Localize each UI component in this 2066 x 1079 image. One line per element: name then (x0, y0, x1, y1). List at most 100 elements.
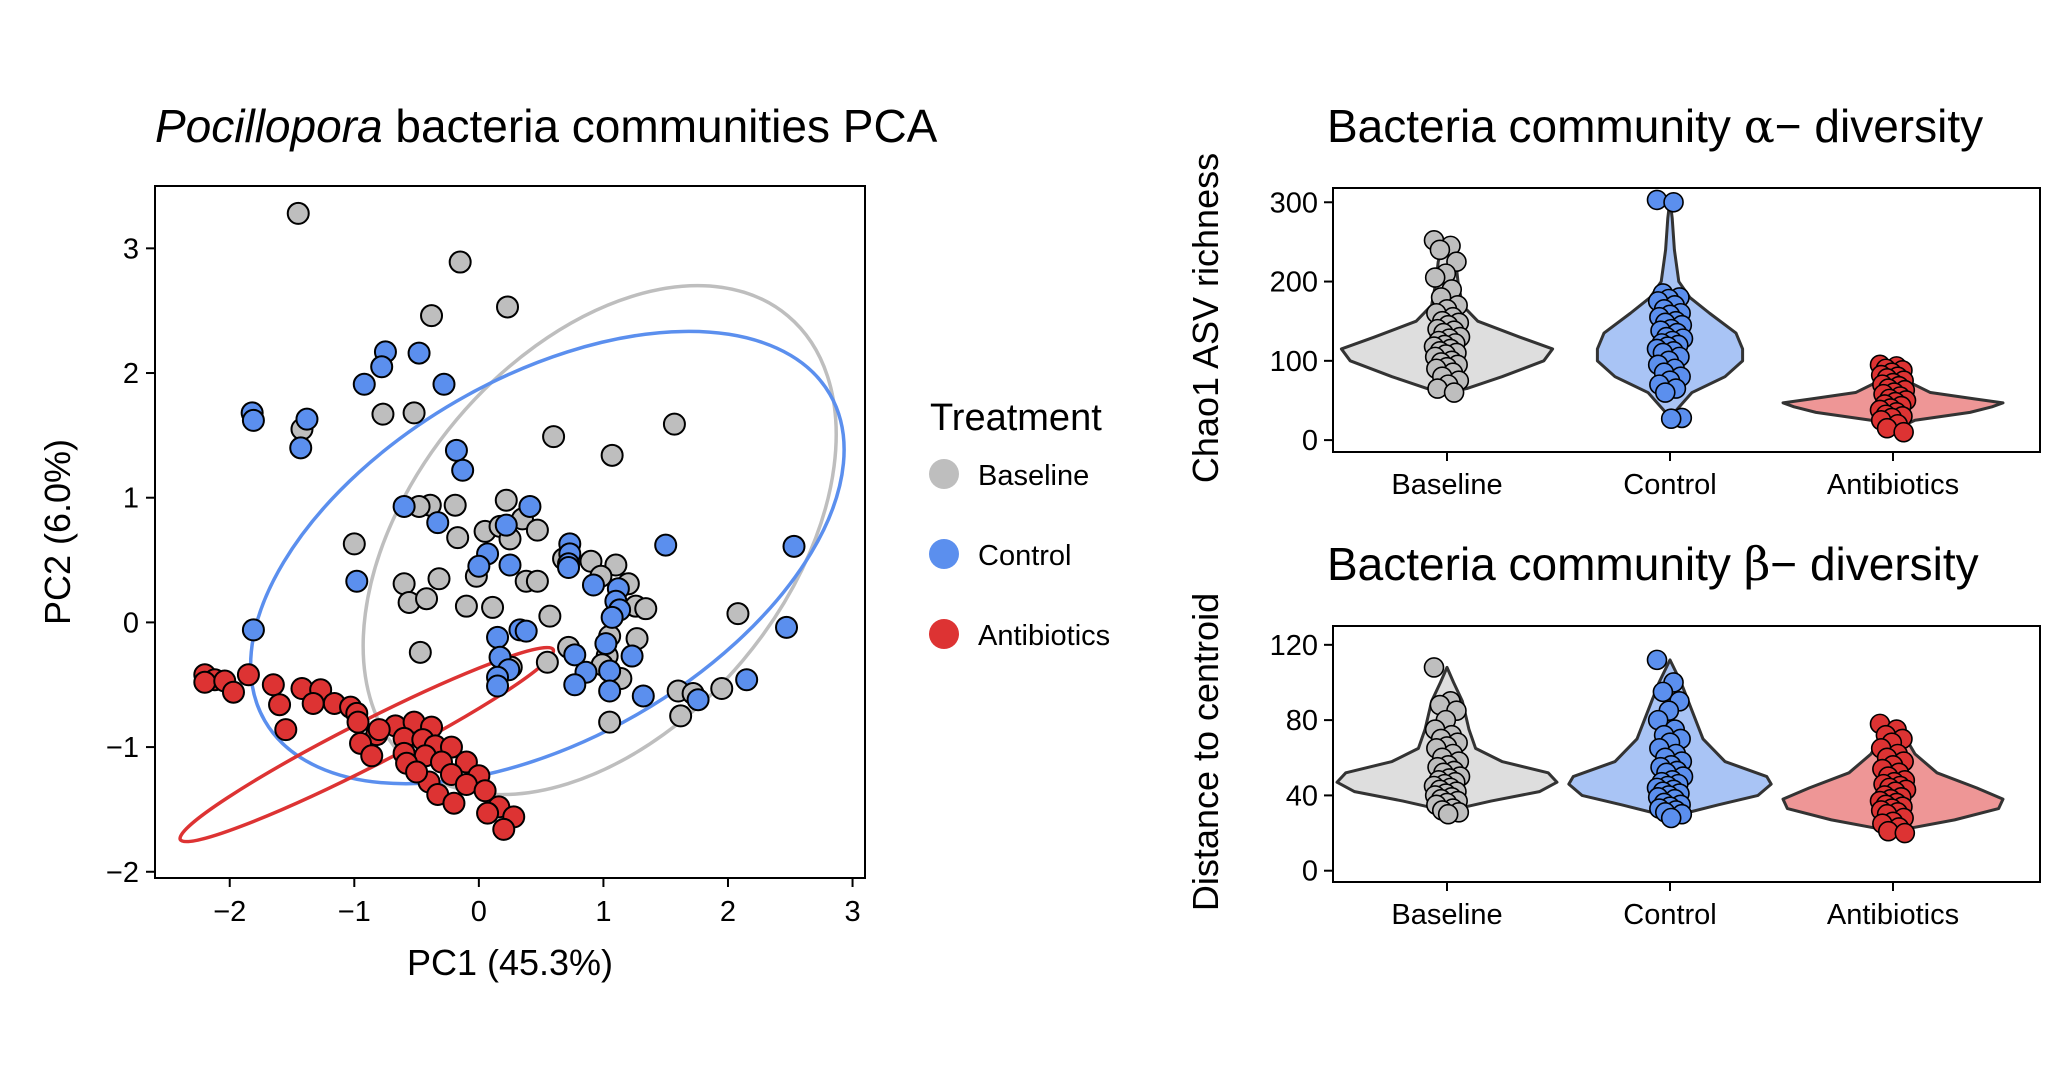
pca-title-species: Pocillopora (155, 100, 383, 152)
point-control (468, 556, 489, 577)
beta-point-control (1648, 650, 1667, 669)
pca-y-axis-title: PC2 (6.0%) (37, 439, 78, 625)
point-control (599, 661, 620, 682)
beta-diversity-panel: Bacteria community β− diversity Baseline… (1185, 537, 2040, 931)
point-control (736, 669, 757, 690)
alpha-point-antibiotics (1894, 423, 1913, 442)
alpha-point-baseline (1430, 240, 1449, 259)
point-control (296, 409, 317, 430)
point-control (602, 607, 623, 628)
pca-y-axis: −2 −1 0 1 2 3 (106, 233, 155, 888)
point-control (452, 460, 473, 481)
beta-x-tick-label: Control (1623, 899, 1717, 931)
point-antibiotics (194, 672, 215, 693)
beta-plot-area: Baseline Control Antibiotics 0 40 80 120 (1270, 630, 2003, 931)
point-control (290, 437, 311, 458)
point-baseline (497, 296, 518, 317)
point-baseline (670, 705, 691, 726)
beta-point-baseline (1425, 658, 1444, 677)
alpha-point-control (1656, 383, 1675, 402)
point-baseline (288, 203, 309, 224)
point-antibiotics (263, 674, 284, 695)
legend-label-control: Control (978, 540, 1072, 572)
legend-label-baseline: Baseline (978, 460, 1089, 492)
beta-y-tick-label: 80 (1286, 705, 1318, 737)
point-baseline (394, 573, 415, 594)
point-control (776, 617, 797, 638)
y-tick-label: 1 (123, 483, 139, 515)
point-control (500, 555, 521, 576)
point-control (558, 557, 579, 578)
y-tick-label: −1 (106, 732, 139, 764)
point-baseline (539, 606, 560, 627)
beta-point-antibiotics (1895, 824, 1914, 843)
point-baseline (711, 678, 732, 699)
alpha-point-control (1662, 409, 1681, 428)
beta-title-suffix: − diversity (1770, 538, 1978, 590)
point-control (427, 512, 448, 533)
x-tick-label: −2 (213, 896, 246, 928)
x-tick-label: −1 (338, 896, 371, 928)
beta-title-prefix: Bacteria community (1327, 538, 1744, 590)
pca-title: Pocillopora bacteria communities PCA (155, 100, 938, 152)
point-control (243, 410, 264, 431)
point-antibiotics (269, 694, 290, 715)
x-tick-label: 1 (595, 896, 611, 928)
point-baseline (527, 520, 548, 541)
point-baseline (456, 596, 477, 617)
alpha-title-prefix: Bacteria community (1327, 100, 1744, 152)
point-control (446, 440, 467, 461)
point-antibiotics (406, 762, 427, 783)
point-control (496, 515, 517, 536)
legend-key-antibiotics (929, 619, 959, 649)
point-antibiotics (361, 745, 382, 766)
legend-key-baseline (929, 459, 959, 489)
point-control (564, 674, 585, 695)
point-control (487, 675, 508, 696)
alpha-y-tick-label: 100 (1270, 346, 1318, 378)
point-antibiotics (223, 682, 244, 703)
point-baseline (450, 252, 471, 273)
point-control (633, 685, 654, 706)
point-baseline (543, 426, 564, 447)
beta-y-tick-label: 120 (1270, 630, 1318, 662)
alpha-x-tick-label: Baseline (1391, 469, 1502, 501)
point-control (688, 689, 709, 710)
alpha-point-control (1664, 193, 1683, 212)
alpha-y-axis-title: Chao1 ASV richness (1185, 153, 1226, 483)
point-antibiotics (238, 664, 259, 685)
point-control (346, 571, 367, 592)
beta-point-control (1662, 809, 1681, 828)
pca-ellipses (170, 196, 931, 885)
point-baseline (537, 652, 558, 673)
point-control (595, 633, 616, 654)
point-baseline (599, 712, 620, 733)
point-baseline (421, 305, 442, 326)
alpha-title-suffix: − diversity (1775, 100, 1983, 152)
pca-panel: Pocillopora bacteria communities PCA −2 −… (37, 100, 938, 983)
point-antibiotics (303, 693, 324, 714)
beta-x-tick-label: Baseline (1391, 899, 1502, 931)
point-baseline (635, 598, 656, 619)
y-tick-label: 0 (123, 607, 139, 639)
beta-y-axis-title: Distance to centroid (1185, 593, 1226, 911)
point-control (433, 374, 454, 395)
point-baseline (527, 571, 548, 592)
legend-label-antibiotics: Antibiotics (978, 620, 1110, 652)
point-control (487, 627, 508, 648)
x-tick-label: 3 (844, 896, 860, 928)
alpha-x-tick-label: Antibiotics (1827, 469, 1959, 501)
alpha-point-baseline (1426, 268, 1445, 287)
x-tick-label: 2 (720, 896, 736, 928)
legend-title: Treatment (930, 397, 1102, 439)
point-antibiotics (493, 819, 514, 840)
y-tick-label: −2 (106, 857, 139, 889)
point-baseline (482, 597, 503, 618)
point-baseline (602, 445, 623, 466)
point-baseline (372, 404, 393, 425)
alpha-x-tick-label: Control (1623, 469, 1717, 501)
point-control (784, 536, 805, 557)
point-baseline (344, 533, 365, 554)
point-antibiotics (477, 803, 498, 824)
